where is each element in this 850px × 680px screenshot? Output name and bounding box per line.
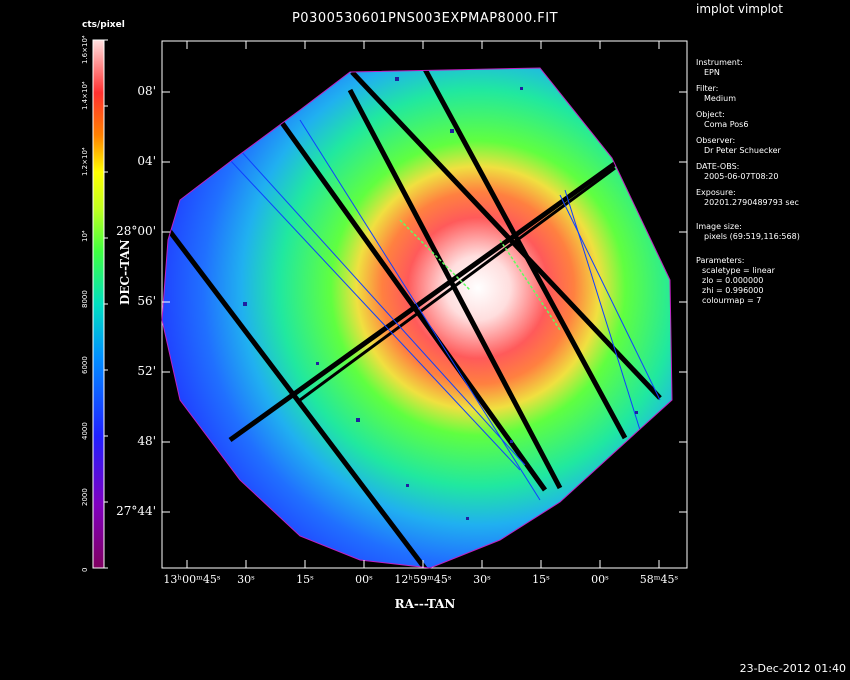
- image-size-value: pixels (69:519,116:568): [704, 232, 800, 241]
- x-ticks: [186, 41, 660, 568]
- x-tick-label: 58ᵐ45ˢ: [639, 573, 679, 586]
- filter-label: Filter:: [696, 84, 719, 93]
- y-tick-label: 56': [137, 294, 156, 308]
- y-tick-label: 04': [137, 154, 156, 168]
- colourmap-value: colourmap = 7: [702, 296, 762, 305]
- x-tick-label: 15ˢ: [532, 573, 550, 586]
- render-timestamp: 23-Dec-2012 01:40: [739, 662, 846, 675]
- y-ticks: [162, 91, 687, 513]
- colorbar-unit: cts/pixel: [82, 20, 125, 30]
- object-label: Object:: [696, 110, 725, 119]
- date-obs-label: DATE-OBS:: [696, 162, 740, 171]
- zhi-value: zhi = 0.996000: [702, 286, 764, 295]
- x-tick-label: 15ˢ: [296, 573, 314, 586]
- exposure-image: [162, 68, 672, 568]
- instrument-label: Instrument:: [696, 58, 743, 67]
- parameters-label: Parameters:: [696, 256, 745, 265]
- y-tick-label: 08': [137, 84, 156, 98]
- x-tick-label: 30ˢ: [473, 573, 491, 586]
- plot-frame: [161, 40, 688, 569]
- program-name: implot vimplot: [696, 2, 783, 16]
- y-tick-label: 52': [137, 364, 156, 378]
- image-size-label: Image size:: [696, 222, 742, 231]
- image-title: P0300530601PNS003EXPMAP8000.FIT: [291, 11, 559, 26]
- colorbar-tick-label: 6000: [81, 356, 89, 374]
- exposure-label: Exposure:: [696, 188, 736, 197]
- x-tick-label: 00ˢ: [355, 573, 373, 586]
- colorbar-tick-label: 0: [81, 567, 89, 572]
- instrument-value: EPN: [704, 68, 720, 77]
- observer-value: Dr Peter Schuecker: [704, 146, 781, 155]
- scaletype-value: scaletype = linear: [702, 266, 775, 275]
- colorbar-tick-label: 1.6×10⁴: [81, 35, 89, 64]
- x-axis-label: RA---TAN: [394, 597, 456, 611]
- colorbar-tick-label: 8000: [81, 290, 89, 308]
- y-tick-label: 48': [137, 434, 156, 448]
- object-value: Coma Pos6: [704, 120, 749, 129]
- y-tick-label: 27°44': [116, 504, 156, 518]
- zlo-value: zlo = 0.000000: [702, 276, 764, 285]
- colorbar-tick-label: 1.2×10⁴: [81, 147, 89, 176]
- x-tick-label: 30ˢ: [237, 573, 255, 586]
- x-tick-label: 00ˢ: [591, 573, 609, 586]
- colorbar: [93, 40, 104, 568]
- colorbar-tick-label: 10⁴: [81, 230, 89, 242]
- date-obs-value: 2005-06-07T08:20: [704, 172, 779, 181]
- y-axis-label: DEC--TAN: [118, 239, 132, 305]
- colorbar-tick-label: 2000: [81, 488, 89, 506]
- exposure-value: 20201.2790489793 sec: [704, 198, 799, 207]
- observer-label: Observer:: [696, 136, 736, 145]
- info-panel: Instrument: EPN Filter: Medium Object: C…: [696, 58, 800, 312]
- colorbar-tick-label: 4000: [81, 422, 89, 440]
- y-tick-label: 28°00': [116, 224, 156, 238]
- colorbar-tick-label: 1.4×10⁴: [81, 81, 89, 110]
- x-tick-label: 12ʰ59ᵐ45ˢ: [394, 573, 452, 586]
- filter-value: Medium: [704, 94, 736, 103]
- x-tick-label: 13ʰ00ᵐ45ˢ: [163, 573, 221, 586]
